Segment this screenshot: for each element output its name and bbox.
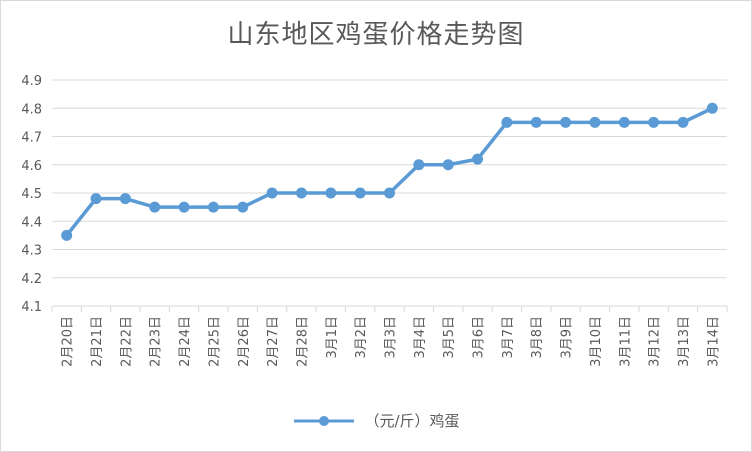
data-point [119,193,131,205]
x-tick-label: 3月8日 [530,316,545,359]
x-tick-label: 3月5日 [442,316,457,359]
x-tick-label: 3月13日 [677,316,692,367]
data-point [442,159,454,171]
data-point [677,116,689,128]
data-point [413,159,425,171]
x-tick-label: 2月25日 [207,316,222,367]
x-tick-label: 3月9日 [560,316,575,359]
x-tick-label: 3月4日 [413,316,428,359]
x-tick-label: 3月2日 [354,316,369,359]
data-point [207,201,219,213]
x-tick-label: 2月20日 [61,316,76,367]
x-tick-label: 2月27日 [266,316,281,367]
x-tick-label: 3月11日 [618,316,633,367]
data-point [61,229,73,241]
legend-line-marker [294,415,355,426]
data-point [266,187,278,199]
x-tick-label: 3月10日 [589,316,604,367]
data-point [178,201,190,213]
data-point [149,201,161,213]
x-tick-label: 3月3日 [384,316,399,359]
x-tick-label: 3月14日 [706,316,721,367]
x-tick-label: 2月23日 [149,316,164,367]
y-tick-label: 4.2 [21,272,42,287]
legend-label: （元/斤）鸡蛋 [364,412,460,430]
y-tick-label: 4.5 [21,187,42,202]
x-tick-label: 2月26日 [237,316,252,367]
data-point [472,153,484,165]
x-tick-label: 3月6日 [472,316,487,359]
data-point [706,102,718,114]
data-point [589,116,601,128]
y-tick-label: 4.4 [21,215,42,230]
data-point [560,116,572,128]
data-point [295,187,307,199]
data-point [325,187,337,199]
chart-title: 山东地区鸡蛋价格走势图 [227,20,525,50]
y-tick-label: 4.9 [21,74,42,89]
data-point [237,201,249,213]
x-tick-label: 3月7日 [501,316,516,359]
y-tick-label: 4.3 [21,244,42,259]
data-point [530,116,542,128]
data-point [354,187,366,199]
series-line [65,106,714,237]
y-tick-label: 4.1 [21,300,42,315]
x-tick-label: 2月24日 [178,316,193,367]
data-point [618,116,630,128]
x-tick-label: 3月1日 [325,316,340,359]
x-tick-label: 3月12日 [648,316,663,367]
x-tick-label: 2月28日 [295,316,310,367]
y-tick-label: 4.7 [21,131,42,146]
y-tick-label: 4.6 [21,159,42,174]
x-tick-label: 2月22日 [119,316,134,367]
x-tick-label: 2月21日 [90,316,105,367]
data-point [384,187,395,199]
y-tick-label: 4.8 [21,102,42,117]
data-point [90,193,102,205]
data-point [501,116,513,128]
data-point [648,116,660,128]
chart-legend: （元/斤）鸡蛋 [0,410,752,432]
